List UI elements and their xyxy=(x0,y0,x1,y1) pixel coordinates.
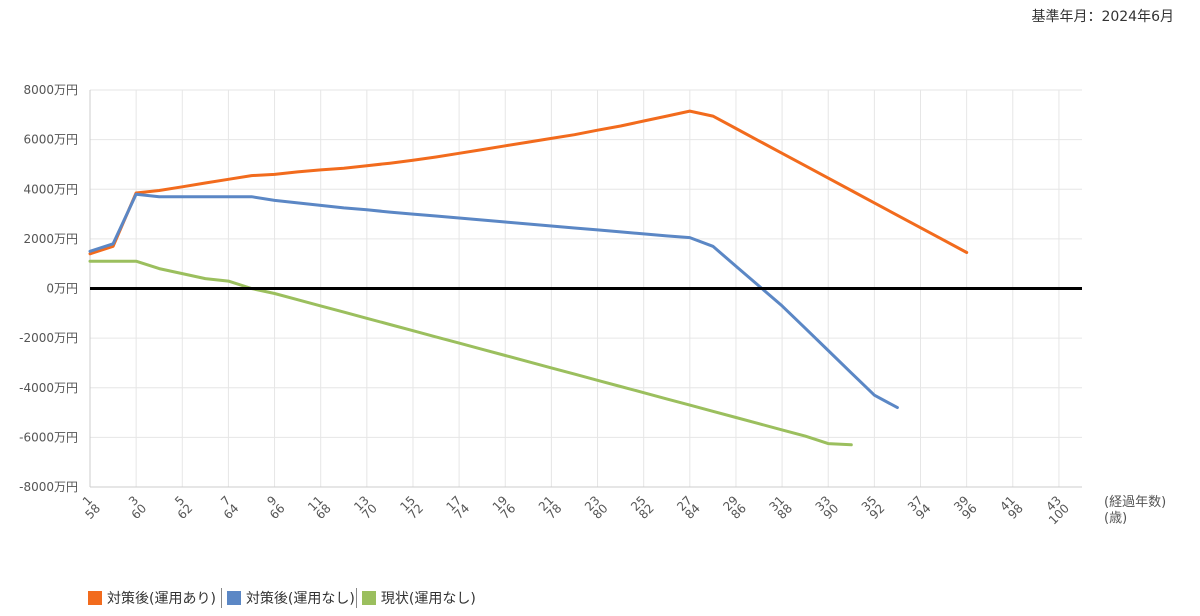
chart-legend: 対策後(運用あり) 対策後(運用なし) 現状(運用なし) xyxy=(88,588,476,608)
y-tick-label: -4000万円 xyxy=(19,381,78,395)
y-tick-label: 2000万円 xyxy=(23,232,78,246)
legend-label: 対策後(運用なし) xyxy=(245,591,355,607)
legend-item-current[interactable]: 現状(運用なし) xyxy=(361,588,476,608)
legend-label: 対策後(運用あり) xyxy=(107,591,216,607)
series-line-1 xyxy=(88,109,969,256)
y-tick-label: 0万円 xyxy=(46,282,78,296)
legend-label: 現状(運用なし) xyxy=(380,591,476,607)
x-axis-label-age: (歳) xyxy=(1104,511,1127,526)
x-axis-label-elapsed: (経過年数) xyxy=(1104,495,1166,510)
y-tick-label: 6000万円 xyxy=(23,133,78,147)
y-tick-label: 4000万円 xyxy=(23,182,78,196)
legend-item-without-investment[interactable]: 対策後(運用なし) xyxy=(226,588,355,608)
series-line-3 xyxy=(88,259,853,447)
legend-item-with-investment[interactable]: 対策後(運用あり) xyxy=(88,588,216,608)
y-tick-label: 8000万円 xyxy=(23,83,78,97)
y-tick-label: -8000万円 xyxy=(19,480,78,494)
base-date-label: 基準年月：2024年6月 xyxy=(1031,9,1174,25)
legend-separator xyxy=(355,588,357,608)
y-tick-label: -6000万円 xyxy=(19,430,78,444)
legend-separator xyxy=(220,588,222,608)
legend-swatch-blue xyxy=(226,591,241,605)
legend-swatch-green xyxy=(361,591,376,605)
y-tick-label: -2000万円 xyxy=(19,331,78,345)
line-chart: 8000万円 6000万円 4000万円 2000万円 0万円 -2000万円 -4000万… xyxy=(19,83,1166,527)
legend-swatch-orange xyxy=(88,591,102,605)
